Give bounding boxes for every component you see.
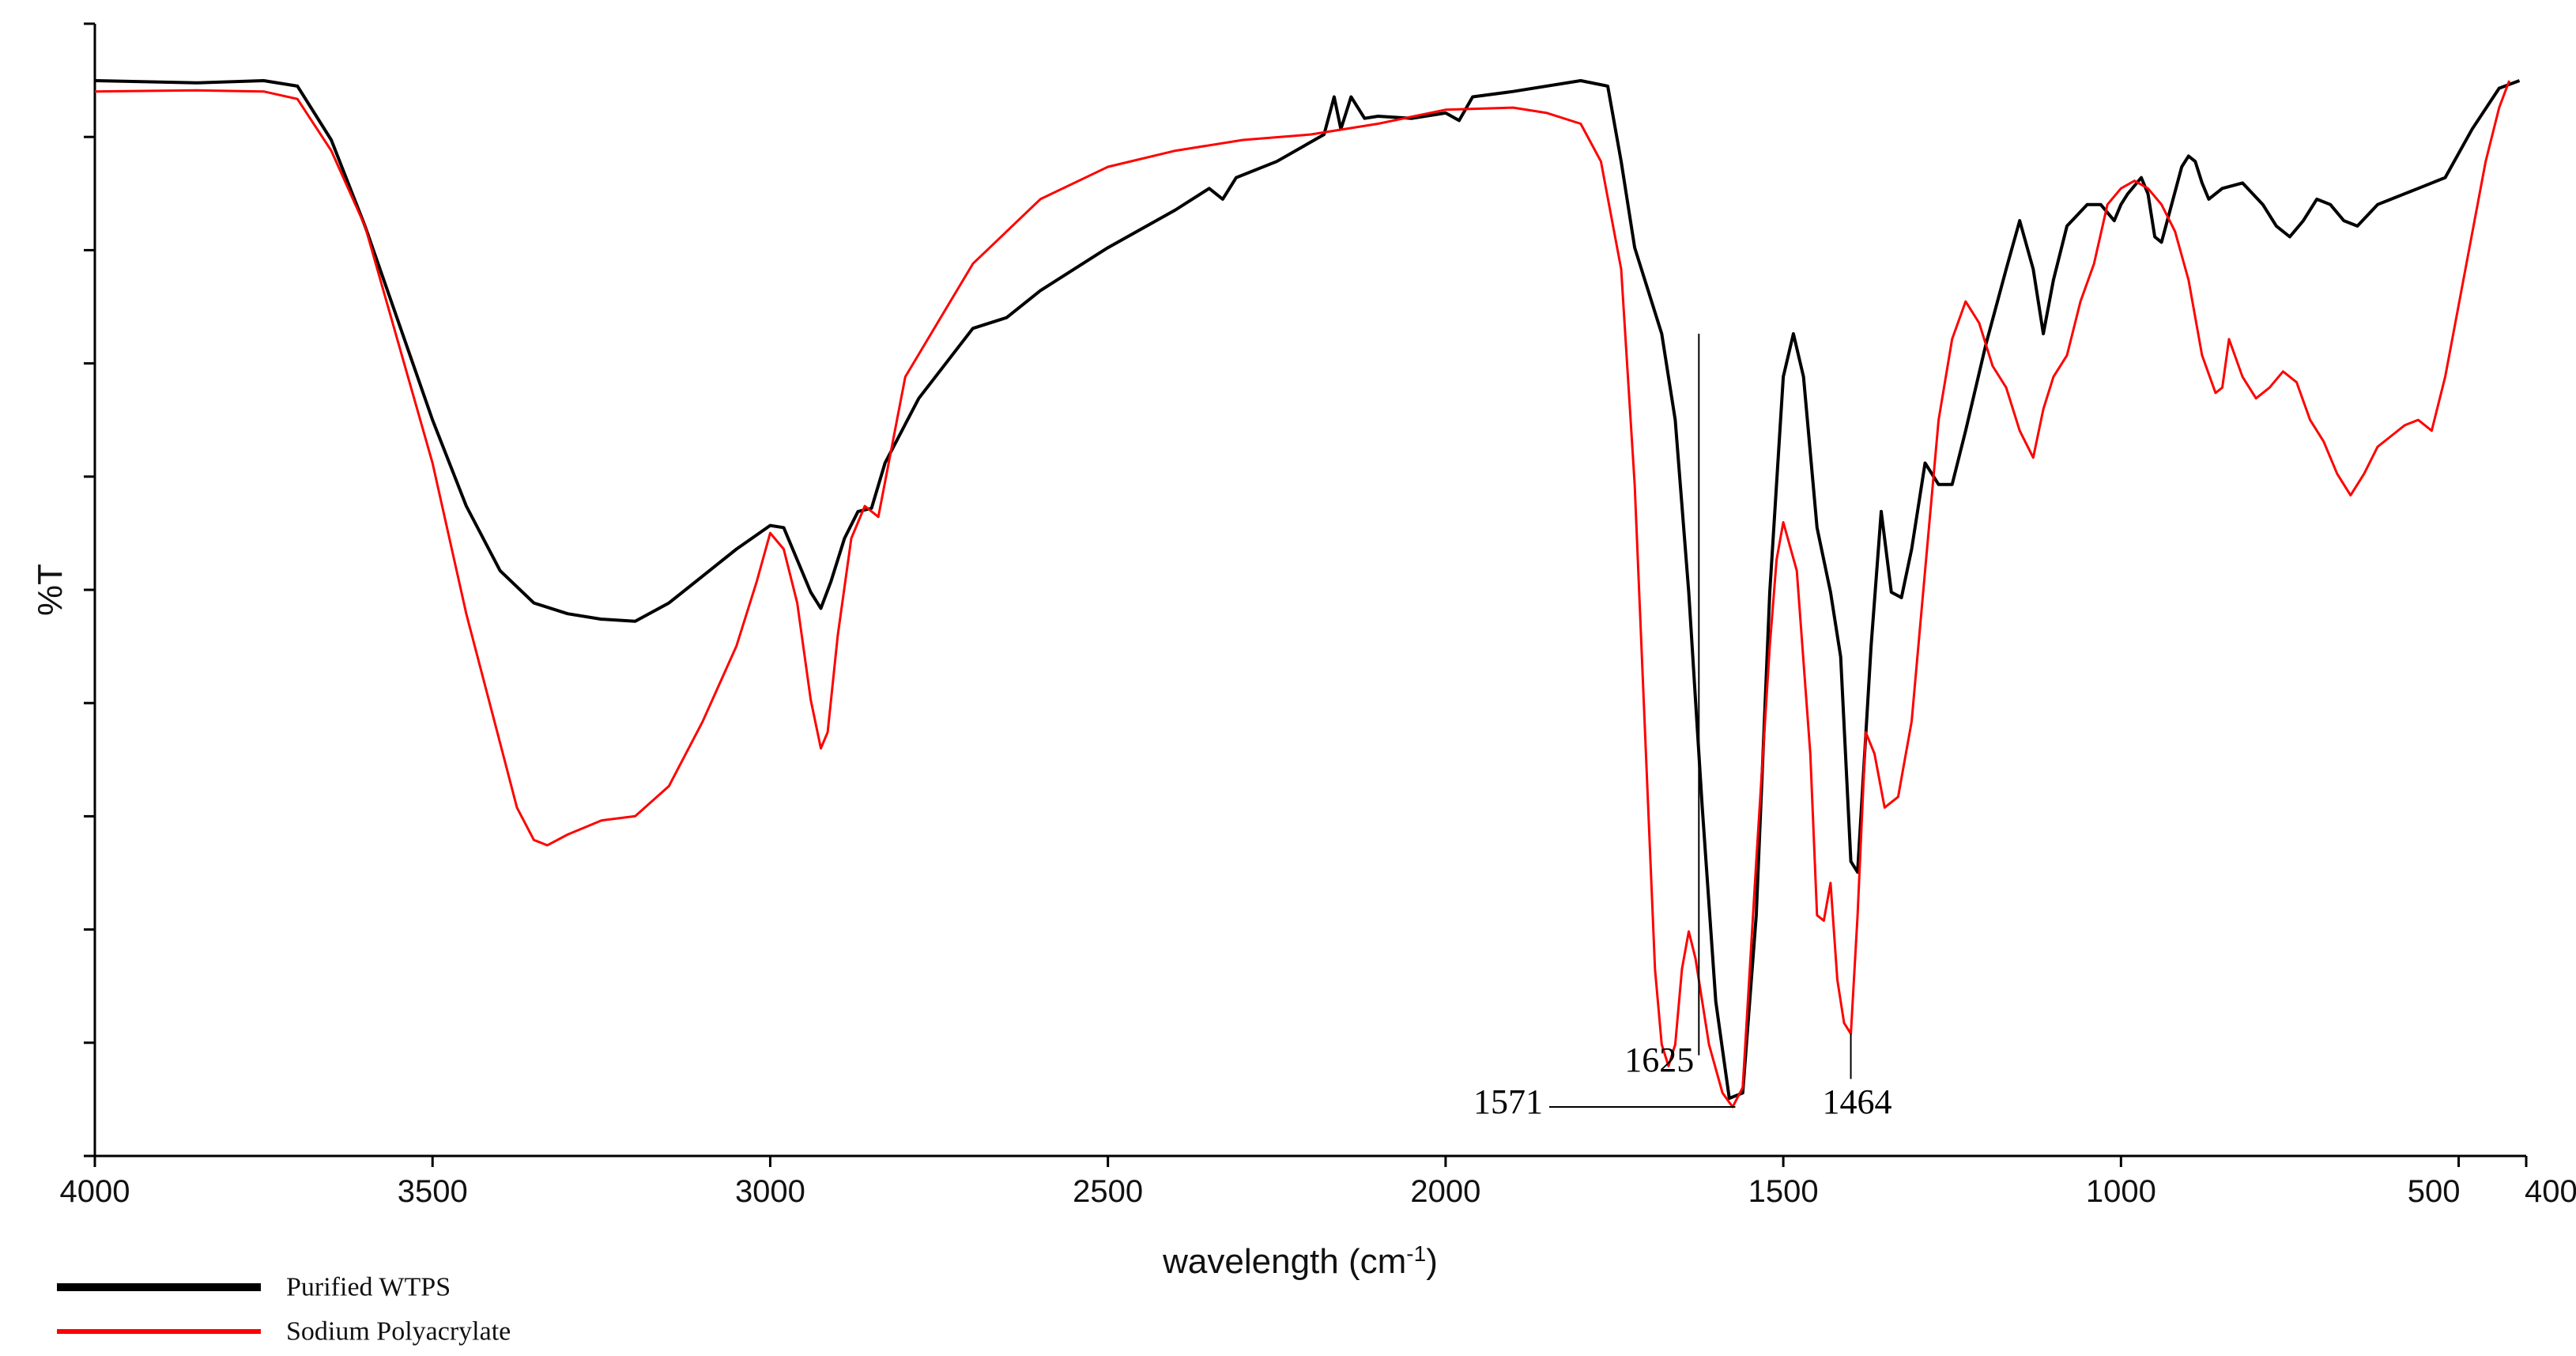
x-tick-label: 500 [2408, 1174, 2461, 1209]
annotation-label-1571: 1571 [1473, 1082, 1543, 1121]
annotation-label-1625: 1625 [1624, 1041, 1694, 1079]
x-tick-label: 1500 [1748, 1174, 1819, 1209]
x-tick-label: 400 [2525, 1174, 2576, 1209]
x-axis-title-sup: -1 [1406, 1241, 1426, 1266]
x-tick-label: 1000 [2086, 1174, 2156, 1209]
x-tick-label: 4000 [60, 1174, 130, 1209]
legend-label-sodium-polyacrylate: Sodium Polyacrylate [286, 1317, 511, 1347]
x-tick-label: 3500 [398, 1174, 468, 1209]
series-line-purified-wtps [94, 79, 2521, 1101]
series [94, 79, 2521, 1109]
y-axis-title: %T [31, 564, 70, 616]
series-line-sodium-polyacrylate [94, 80, 2511, 1109]
x-axis-title-main: wavelength (cm [1162, 1242, 1406, 1281]
axes [93, 24, 2526, 1158]
peak-annotations: 1625 1571 1464 [1473, 334, 1892, 1121]
x-tick-label: 2500 [1073, 1174, 1143, 1209]
legend: Purified WTPS Sodium Polyacrylate [57, 1273, 511, 1347]
x-axis-title: wavelength (cm-1) [1162, 1241, 1438, 1282]
x-tick-label: 2000 [1410, 1174, 1480, 1209]
annotation-label-1464: 1464 [1823, 1082, 1892, 1121]
y-ticks [84, 22, 95, 1158]
x-ticks: 4000 3500 3000 2500 2000 1500 1000 500 400 [60, 1156, 2576, 1209]
legend-label-purified-wtps: Purified WTPS [286, 1273, 451, 1302]
x-tick-label: 3000 [735, 1174, 805, 1209]
x-axis-title-close: ) [1426, 1242, 1438, 1281]
